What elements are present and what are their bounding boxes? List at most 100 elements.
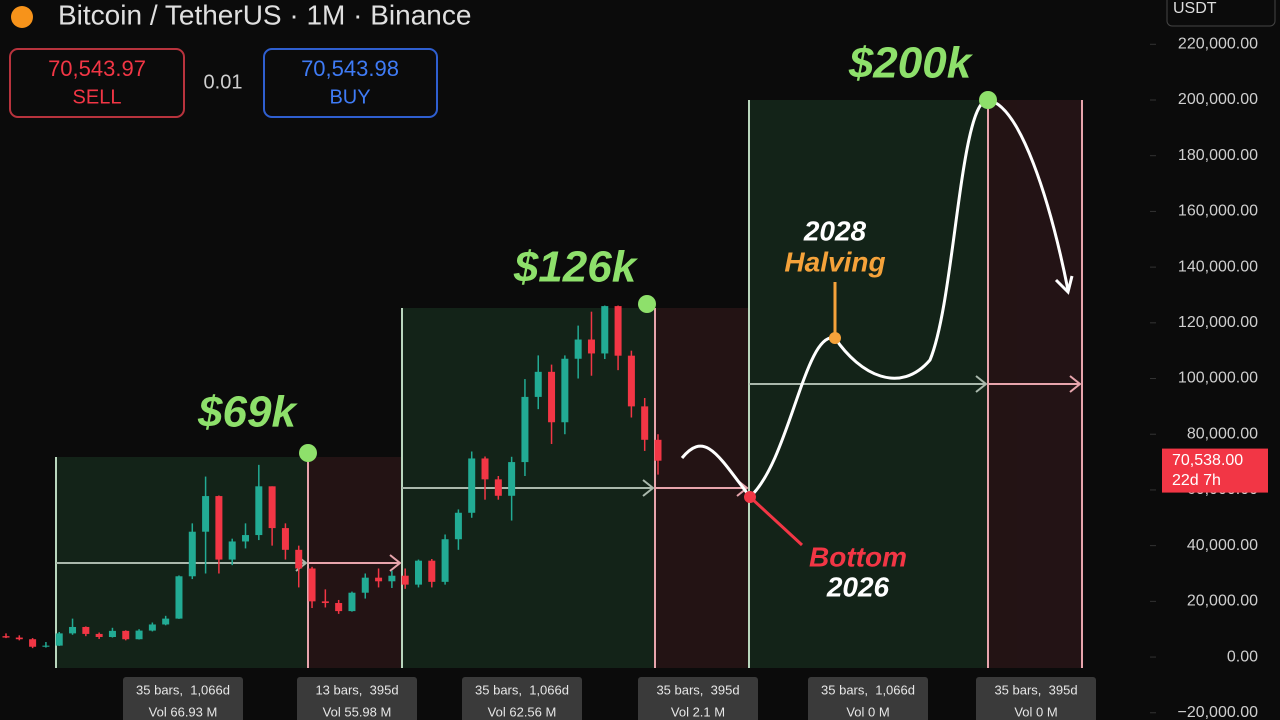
candle-body — [202, 496, 210, 532]
range-info-box — [297, 677, 417, 720]
candle-body — [587, 339, 595, 354]
range-info-box — [638, 677, 758, 720]
candle-body — [2, 636, 10, 638]
candles — [2, 305, 662, 649]
candle-body — [375, 577, 383, 582]
candle-body — [454, 512, 462, 540]
bottom-dot — [744, 491, 756, 503]
range-arrow — [749, 375, 988, 393]
y-tick-label: 180,000.00 — [1178, 147, 1258, 164]
peak-dot — [299, 444, 317, 462]
y-tick-label: 160,000.00 — [1178, 203, 1258, 220]
candle-body — [508, 462, 516, 496]
candle-body — [574, 339, 582, 359]
candle-body — [122, 630, 130, 640]
range-info-box — [462, 677, 582, 720]
zone-lines — [55, 100, 1083, 668]
candle-body — [441, 539, 449, 582]
candle-body — [268, 486, 276, 529]
peak-dot — [979, 91, 997, 109]
halving-dot — [829, 332, 841, 344]
range-volume: Vol 2.1 M — [671, 704, 725, 719]
candle-body — [534, 371, 542, 397]
range-bars: 35 bars, 1,066d — [136, 682, 230, 697]
candle-body — [481, 458, 489, 480]
candle-body — [641, 406, 649, 440]
candle-body — [29, 639, 37, 647]
price-axis: −20,000.000.0020,000.0040,000.0060,000.0… — [1150, 36, 1268, 720]
symbol-title: Bitcoin / TetherUS · 1M · Binance — [58, 0, 471, 30]
range-volume: Vol 0 M — [1014, 704, 1057, 719]
range-volume: Vol 62.56 M — [488, 704, 557, 719]
candle-body — [654, 439, 662, 461]
range-bars: 35 bars, 1,066d — [821, 682, 915, 697]
y-tick-label: 200,000.00 — [1178, 91, 1258, 108]
y-tick-label: 120,000.00 — [1178, 314, 1258, 331]
bottom-pointer — [748, 495, 804, 547]
range-volume: Vol 0 M — [846, 704, 889, 719]
candle-body — [521, 396, 529, 463]
candle-body — [228, 541, 236, 560]
range-arrow — [988, 375, 1082, 393]
sell-button[interactable] — [9, 48, 185, 118]
buy-button[interactable] — [263, 48, 438, 118]
y-tick-label: 220,000.00 — [1178, 36, 1258, 53]
range-info-box — [976, 677, 1096, 720]
projection-arrowhead — [1054, 275, 1074, 295]
candle-body — [69, 626, 77, 634]
candle-body — [335, 603, 343, 612]
halving-label: Halving — [784, 246, 885, 277]
y-tick-label: 80,000.00 — [1187, 425, 1258, 442]
currency-select[interactable] — [1166, 0, 1276, 27]
y-tick-label: −20,000.00 — [1177, 704, 1258, 720]
range-arrow — [402, 479, 655, 497]
peak-dot — [638, 295, 656, 313]
y-tick-label: 20,000.00 — [1187, 593, 1258, 610]
last-price-box — [1162, 448, 1268, 493]
y-tick-label: 0.00 — [1227, 648, 1258, 665]
candle-body — [215, 496, 223, 560]
candle-body — [42, 645, 50, 647]
candle-body — [614, 306, 622, 356]
candle-body — [108, 630, 116, 637]
last-price: 70,538.00 — [1172, 452, 1243, 469]
y-tick-label: 140,000.00 — [1178, 258, 1258, 275]
range-info-box — [123, 677, 243, 720]
buy-price: 70,543.98 — [301, 56, 399, 81]
buy-label: BUY — [329, 86, 370, 108]
candle-body — [295, 549, 303, 569]
candle-body — [428, 560, 436, 582]
range-bars: 35 bars, 1,066d — [475, 682, 569, 697]
candle-body — [401, 575, 409, 585]
candle-body — [255, 486, 263, 536]
candle-body — [348, 592, 356, 612]
candle-body — [308, 568, 316, 602]
candle-body — [468, 458, 476, 513]
bottom-label: Bottom — [809, 541, 907, 572]
currency: USDT — [1173, 0, 1217, 17]
candle-body — [55, 633, 63, 646]
candle-body — [242, 535, 250, 542]
candle-body — [281, 528, 289, 550]
halving-year: 2028 — [803, 215, 867, 246]
candle-body — [321, 601, 329, 604]
spread: 0.01 — [204, 71, 243, 93]
candle-body — [494, 479, 502, 496]
candle-body — [601, 306, 609, 354]
peak-label: $69k — [197, 388, 298, 437]
candle-body — [175, 576, 183, 619]
y-tick-label: 40,000.00 — [1187, 537, 1258, 554]
candle-body — [148, 624, 156, 631]
range-info-box — [808, 677, 928, 720]
range-bars: 35 bars, 395d — [994, 682, 1077, 697]
range-arrow — [308, 554, 402, 572]
candle-body — [15, 637, 23, 640]
range-volume: Vol 66.93 M — [149, 704, 218, 719]
range-volume: Vol 55.98 M — [323, 704, 392, 719]
candle-body — [414, 560, 422, 585]
candle-body — [361, 577, 369, 593]
candle-body — [561, 358, 569, 423]
bottom-year: 2026 — [826, 571, 890, 602]
countdown: 22d 7h — [1172, 472, 1221, 489]
